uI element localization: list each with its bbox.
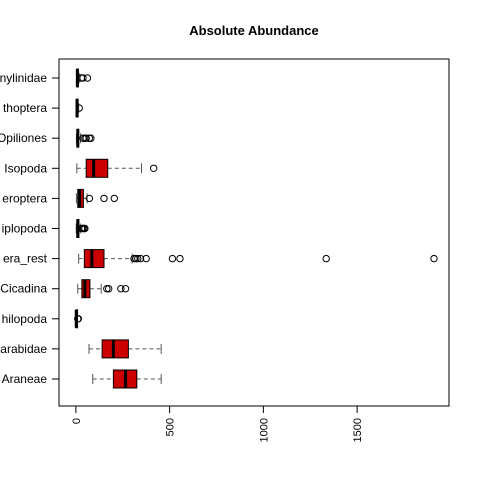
outlier-point	[103, 285, 111, 293]
category-label: Cicadina	[0, 282, 47, 296]
category-label: era_rest	[3, 252, 48, 266]
category-label: Isopoda	[4, 161, 47, 175]
category-label: iplopoda	[2, 222, 48, 236]
outlier-point	[142, 254, 150, 263]
x-tick-label: 0	[71, 418, 83, 424]
outlier-point	[430, 254, 438, 263]
box-araneae	[92, 369, 162, 389]
category-label: nylinidae	[0, 71, 47, 85]
outlier-point	[75, 104, 83, 112]
outlier-point	[87, 134, 95, 142]
category-label: thoptera	[3, 101, 47, 115]
box-chilopoda	[74, 309, 83, 329]
category-label: Opiliones	[0, 131, 47, 145]
outlier-point	[104, 285, 113, 293]
outlier-point	[100, 194, 108, 203]
category-label: hilopoda	[2, 312, 48, 326]
outlier-point	[132, 254, 140, 263]
outlier-point	[74, 315, 83, 323]
x-tick-label: 500	[165, 418, 177, 436]
box-iqr	[85, 158, 109, 178]
outlier-point	[322, 254, 330, 263]
outlier-point	[79, 74, 87, 82]
x-tick-label: 1000	[258, 418, 270, 442]
outlier-point	[117, 285, 125, 293]
outlier-point	[176, 254, 184, 263]
chart-title: Absolute Abundance	[189, 23, 319, 38]
category-label: Araneae	[2, 372, 48, 386]
x-tick-label: 1500	[352, 418, 364, 442]
box-orthoptera	[75, 98, 83, 118]
box-opiliones	[75, 128, 95, 148]
outlier-point	[168, 254, 177, 263]
box-cicadina	[77, 279, 130, 299]
box-iqr	[83, 249, 105, 269]
box-iqr	[101, 339, 129, 359]
outlier-point	[149, 164, 158, 173]
box-isopoda	[76, 158, 158, 178]
outlier-point	[82, 134, 90, 142]
box-diplopoda	[75, 219, 89, 238]
outlier-point	[85, 194, 94, 203]
category-label: eroptera	[2, 191, 47, 205]
box-staphylinidae	[75, 68, 92, 88]
boxes-layer	[74, 68, 438, 389]
outlier-point	[121, 285, 130, 293]
box-coleoptera-rest	[78, 249, 438, 269]
category-label: arabidae	[0, 342, 47, 356]
outlier-point	[134, 254, 142, 263]
box-heteroptera	[75, 188, 119, 208]
outlier-point	[136, 254, 145, 263]
outlier-point	[110, 194, 119, 203]
outlier-point	[83, 74, 92, 82]
x-axis: 0 500 1000 1500	[71, 405, 364, 442]
category-labels: nylinidae thoptera Opiliones Isopoda eropter…	[0, 71, 59, 386]
box-carabidae	[88, 339, 162, 359]
outlier-point	[81, 224, 89, 233]
